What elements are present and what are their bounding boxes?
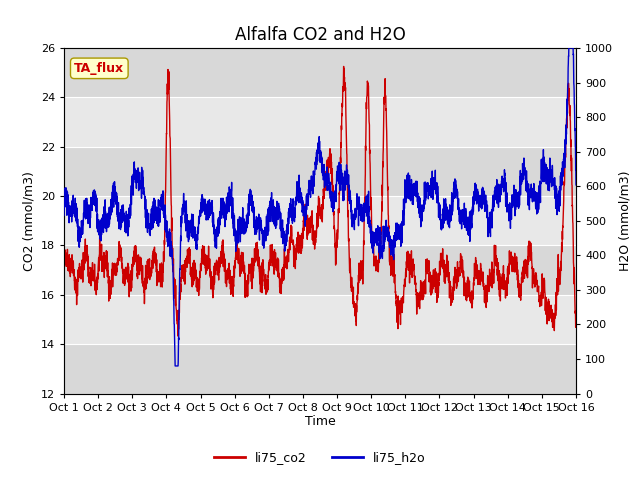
Text: TA_flux: TA_flux [74,62,124,75]
Title: Alfalfa CO2 and H2O: Alfalfa CO2 and H2O [235,25,405,44]
Bar [64,196,576,245]
Bar [64,245,576,295]
X-axis label: Time: Time [305,415,335,429]
Bar [64,147,576,196]
Legend: li75_co2, li75_h2o: li75_co2, li75_h2o [209,446,431,469]
Bar [64,97,576,147]
Bar [64,295,576,344]
Bar [64,344,576,394]
Y-axis label: CO2 (mmol/m3): CO2 (mmol/m3) [22,171,35,271]
Bar [64,48,576,97]
Y-axis label: H2O (mmol/m3): H2O (mmol/m3) [619,170,632,271]
